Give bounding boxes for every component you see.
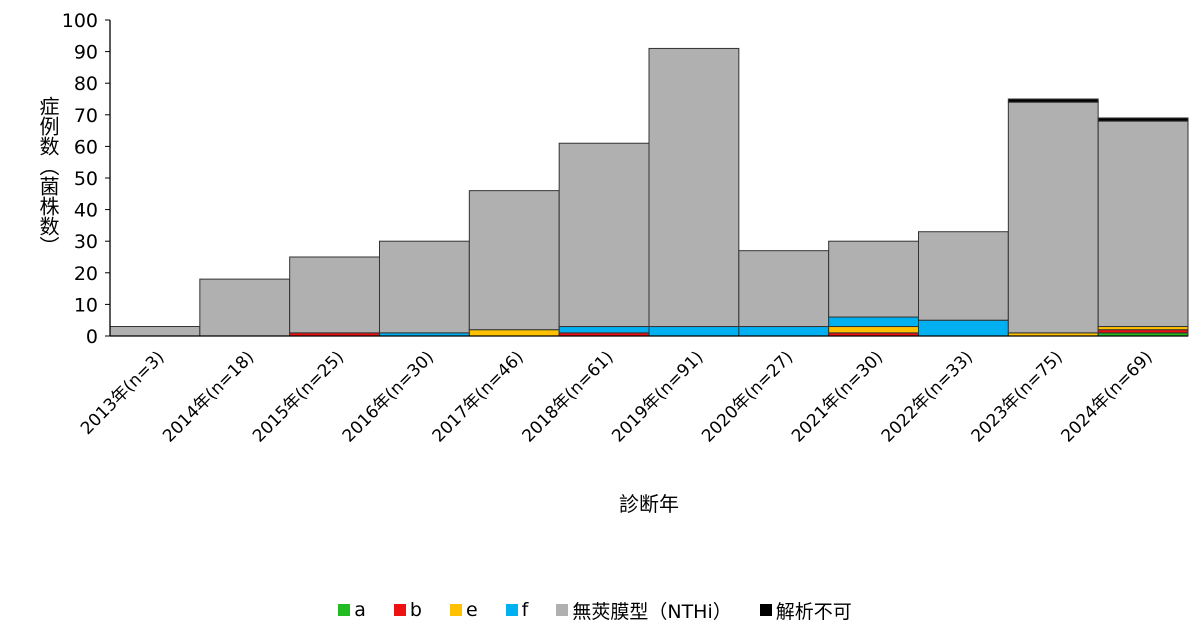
y-tick-label: 0 <box>86 326 98 348</box>
x-tick-label: 2022年(n=33) <box>878 347 977 446</box>
bar-segment-unknown <box>1007 98 1099 103</box>
x-tick-label: 2015年(n=25) <box>249 347 348 446</box>
legend-label: 解析不可 <box>775 600 852 623</box>
x-tick-label: 2021年(n=30) <box>788 347 887 446</box>
y-tick-label: 40 <box>74 200 98 222</box>
legend-swatch <box>338 604 351 616</box>
x-tick-label: 2024年(n=69) <box>1057 347 1156 446</box>
x-tick-label: 2020年(n=27) <box>698 347 797 446</box>
legend-label: 無莢膜型（NTHi） <box>572 600 732 623</box>
y-tick-label: 60 <box>74 136 98 158</box>
y-tick-label: 90 <box>74 42 98 64</box>
legend-item-unknown: 解析不可 <box>759 597 862 624</box>
bar-segment-nthi <box>379 240 470 334</box>
legend-swatch <box>505 604 518 616</box>
y-tick-label: 10 <box>74 294 98 316</box>
bar-segment-unknown <box>1097 117 1189 122</box>
x-tick-label: 2023年(n=75) <box>968 347 1067 446</box>
bar-segment-nthi <box>648 47 740 328</box>
legend-item-f: f <box>505 599 539 621</box>
bar-segment-nthi <box>109 326 201 337</box>
legend-label: f <box>521 599 529 621</box>
y-tick-label: 70 <box>74 105 98 127</box>
y-tick-label: 50 <box>74 168 98 190</box>
bar-segment-f <box>648 326 740 337</box>
bar-segment-nthi <box>918 231 1009 321</box>
bar-segment-nthi <box>828 240 920 318</box>
legend-item-b: b <box>393 599 432 621</box>
x-tick-label: 2018年(n=61) <box>518 347 617 446</box>
legend-swatch <box>393 604 406 616</box>
bar-segment-e <box>828 326 920 334</box>
bars-layer <box>109 47 1189 337</box>
y-tick-label: 20 <box>74 263 98 285</box>
x-axis-title: 診断年 <box>619 492 679 516</box>
legend-swatch <box>556 604 569 616</box>
x-tick-label: 2017年(n=46) <box>429 347 528 446</box>
x-tick-label: 2013年(n=3) <box>77 347 168 438</box>
y-axis-title: 症例数（菌株数） <box>36 96 60 256</box>
bar-segment-f <box>918 319 1009 337</box>
x-tick-label: 2014年(n=18) <box>159 347 258 446</box>
bar-segment-nthi <box>1007 101 1099 334</box>
legend-label: a <box>354 599 366 621</box>
legend-swatch <box>449 604 462 616</box>
y-tick-label: 80 <box>74 73 98 95</box>
bar-segment-nthi <box>289 256 380 334</box>
x-tick-label: 2016年(n=30) <box>339 347 438 446</box>
y-tick-label: 100 <box>62 10 98 32</box>
legend-item-a: a <box>338 599 376 621</box>
bar-segment-f <box>738 326 830 337</box>
bar-segment-nthi <box>468 190 560 331</box>
x-tick-label: 2019年(n=91) <box>608 347 707 446</box>
legend: a b e f 無莢膜型（NTHi） 解析不可 <box>0 596 1200 624</box>
bar-segment-nthi <box>199 278 291 337</box>
bar-segment-f <box>828 316 920 328</box>
bar-segment-nthi <box>738 250 830 328</box>
bar-segment-nthi <box>1097 120 1189 328</box>
bar-segment-nthi <box>558 142 650 328</box>
legend-item-e: e <box>449 599 488 621</box>
legend-label: e <box>465 599 478 621</box>
chart-svg: 0 10 20 30 40 50 60 70 80 90 100 2013年(n=3)2014年(n=… <box>36 10 1189 516</box>
legend-label: b <box>409 599 422 621</box>
y-tick-label: 30 <box>74 231 98 253</box>
bar-segment-e <box>468 329 560 337</box>
legend-swatch <box>759 604 772 616</box>
bar-segment-f <box>558 326 650 334</box>
legend-item-nthi: 無莢膜型（NTHi） <box>556 597 741 624</box>
